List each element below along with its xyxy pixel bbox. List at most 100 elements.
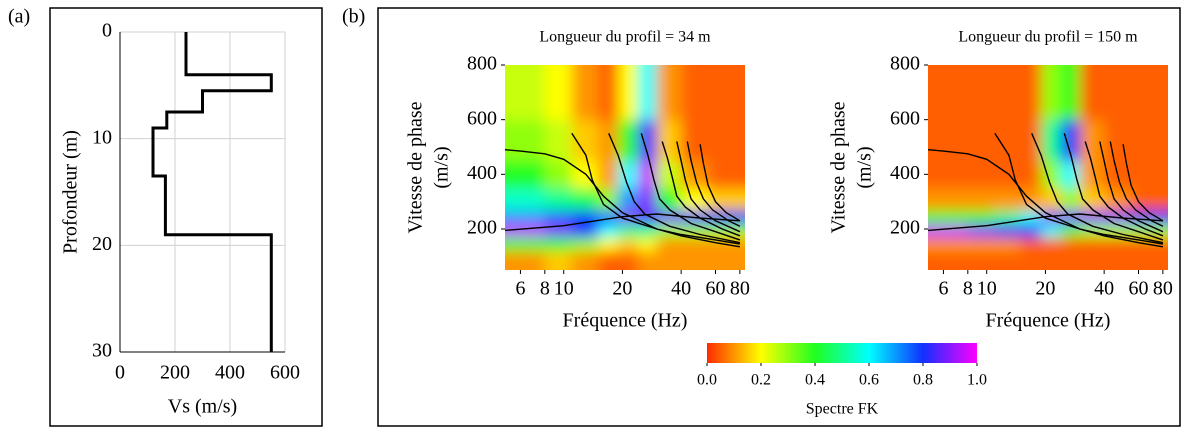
heatmap-cell (656, 188, 682, 211)
y-axis-label: Vitesse de phase (828, 101, 850, 233)
heatmap-cell (520, 223, 546, 238)
heatmap-cell (505, 223, 521, 238)
heatmap-cell (1041, 119, 1062, 162)
heatmap-cell (1079, 119, 1105, 162)
heatmap-cell (618, 188, 639, 211)
heatmap-cell (1060, 188, 1081, 211)
y-tick-label: 600 (890, 107, 920, 129)
chart-title: Longueur du profil = 150 m (958, 29, 1138, 46)
x-tick-label: 8 (963, 278, 973, 300)
heatmap-cell (708, 250, 745, 270)
heatmap-cell (1021, 223, 1042, 238)
x-tick-label: 40 (1094, 278, 1114, 300)
panel-label: (b) (342, 6, 365, 28)
heatmap-cell (618, 223, 639, 238)
dispersion-curve (505, 213, 740, 232)
heatmap-cell (994, 250, 1022, 270)
heatmap-cell (505, 250, 521, 270)
dispersion-curve (686, 141, 741, 227)
heatmap-cell (505, 188, 521, 211)
colorbar-tick-label: 0.4 (805, 372, 825, 389)
heatmap-cell (994, 237, 1022, 252)
heatmap-cell (1041, 160, 1062, 189)
heatmap-cell (571, 65, 599, 121)
dispersion-curve (928, 149, 1164, 248)
heatmap-cell (598, 65, 619, 121)
heatmap-cell (1060, 160, 1081, 189)
heatmap-cell (681, 237, 709, 252)
heatmap-cell (1041, 237, 1062, 252)
heatmap-cell (1021, 65, 1042, 121)
y-tick-label: 20 (92, 233, 112, 255)
colorbar-tick-label: 0.2 (751, 372, 771, 389)
heatmap-cell (656, 250, 682, 270)
heatmap-cell (1131, 65, 1168, 121)
x-tick-label: 60 (705, 278, 725, 300)
heatmap-cell (505, 237, 521, 252)
heatmap-cell (1041, 223, 1062, 238)
x-tick-label: 40 (671, 278, 691, 300)
heatmap-cell (994, 188, 1022, 211)
colorbar (707, 343, 977, 363)
heatmap-cell (967, 119, 996, 162)
heatmap-cell (520, 188, 546, 211)
x-axis-label: Fréquence (Hz) (563, 310, 688, 332)
heatmap-cell (1021, 160, 1042, 189)
heatmap-cell (1060, 119, 1081, 162)
y-tick-label: 0 (102, 20, 112, 42)
y-tick-label: 200 (467, 217, 497, 239)
heatmap-cell (1131, 160, 1168, 189)
heatmap-cell (637, 160, 658, 189)
heatmap-cell (571, 209, 599, 225)
heatmap-cell (928, 160, 944, 189)
dispersion-curve (928, 213, 1163, 232)
heatmap-cell (994, 209, 1022, 225)
x-tick-label: 10 (554, 278, 574, 300)
plot-area (928, 65, 1168, 270)
x-tick-label: 0 (115, 362, 125, 384)
dispersion-curve (640, 133, 741, 241)
heatmap-cell (544, 65, 573, 121)
x-tick-label: 6 (938, 278, 948, 300)
y-tick-label: 400 (890, 162, 920, 184)
heatmap-cell (1131, 250, 1168, 270)
heatmap-cells (505, 65, 745, 270)
plot-area (505, 65, 745, 270)
x-tick-label: 80 (1153, 278, 1173, 300)
heatmap-cell (708, 188, 745, 211)
heatmap-cell (928, 188, 944, 211)
panel-label: (a) (8, 6, 30, 28)
y-axis-label: Vitesse de phase (405, 101, 427, 233)
x-tick-label: 8 (540, 278, 550, 300)
heatmap-cell (1104, 65, 1132, 121)
heatmap-cell (943, 119, 969, 162)
heatmap-cell (571, 250, 599, 270)
heatmap-cell (505, 65, 521, 121)
heatmap-cell (618, 160, 639, 189)
heatmap-cell (943, 188, 969, 211)
x-tick-label: 200 (160, 362, 190, 384)
y-tick-label: 800 (890, 53, 920, 75)
heatmap-cell (598, 223, 619, 238)
panel-frame (49, 7, 323, 427)
heatmap-cell (598, 250, 619, 270)
heatmap-cell (520, 160, 546, 189)
profile-line (151, 32, 273, 352)
x-tick-label: 60 (1128, 278, 1148, 300)
heatmap-cell (618, 250, 639, 270)
heatmap-cell (1041, 188, 1062, 211)
dispersion-curve (1109, 141, 1164, 227)
heatmap-cell (928, 209, 944, 225)
y-tick-label: 30 (92, 340, 112, 362)
heatmap-cell (1060, 65, 1081, 121)
heatmap-cell (1021, 209, 1042, 225)
heatmap-cell (637, 188, 658, 211)
heatmap-cell (520, 237, 546, 252)
heatmap-cell (928, 65, 944, 121)
heatmap-cell (618, 119, 639, 162)
heatmap-cell (544, 237, 573, 252)
heatmap-cell (656, 119, 682, 162)
heatmap-cell (708, 65, 745, 121)
heatmap-cell (1104, 250, 1132, 270)
heatmap-cell (637, 250, 658, 270)
